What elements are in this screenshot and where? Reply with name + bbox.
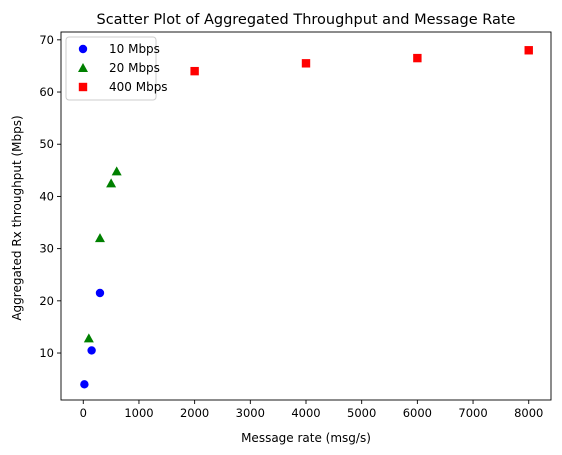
y-tick-label: 70 bbox=[39, 33, 54, 47]
data-point bbox=[80, 380, 89, 389]
y-tick-label: 60 bbox=[39, 85, 54, 99]
data-point bbox=[94, 233, 105, 243]
data-point bbox=[413, 53, 422, 63]
y-tick-label: 50 bbox=[39, 137, 54, 151]
y-tick-label: 20 bbox=[39, 294, 54, 308]
data-point bbox=[106, 178, 117, 188]
plot-area: 0 1000 2000 3000 4000 5000 6000 7000 8000 10 20 30 4… bbox=[39, 31, 552, 420]
data-point bbox=[83, 333, 94, 343]
legend-marker bbox=[78, 63, 88, 72]
data-point bbox=[524, 46, 533, 55]
legend-label: 20 Mbps bbox=[109, 61, 160, 75]
x-tick-label: 2000 bbox=[180, 406, 209, 420]
x-tick-label: 4000 bbox=[291, 406, 320, 420]
data-point bbox=[301, 59, 311, 68]
legend-box bbox=[65, 36, 157, 101]
x-tick-label: 7000 bbox=[458, 406, 487, 420]
y-tick-label: 10 bbox=[39, 346, 54, 360]
x-tick-label: 8000 bbox=[514, 406, 543, 420]
y-tick-label: 30 bbox=[39, 242, 54, 256]
data-point bbox=[190, 66, 199, 76]
legend-marker bbox=[78, 82, 88, 92]
x-tick-label: 0 bbox=[80, 406, 87, 420]
legend-marker bbox=[78, 44, 88, 54]
data-point bbox=[111, 166, 122, 176]
chart-title: Scatter Plot of Aggregated Throughput an… bbox=[97, 12, 516, 28]
legend-label: 400 Mbps bbox=[109, 80, 168, 94]
y-axis-label: Aggregated Rx throughput (Mbps) bbox=[10, 115, 24, 320]
data-point bbox=[95, 288, 105, 298]
x-tick-label: 1000 bbox=[124, 406, 153, 420]
y-tick-label: 40 bbox=[39, 189, 54, 203]
x-tick-label: 3000 bbox=[236, 406, 265, 420]
x-tick-label: 5000 bbox=[347, 406, 376, 420]
x-tick-label: 6000 bbox=[403, 406, 432, 420]
data-point bbox=[87, 346, 96, 355]
legend-label: 10 Mbps bbox=[109, 42, 160, 56]
x-axis-label: Message rate (msg/s) bbox=[241, 431, 371, 445]
